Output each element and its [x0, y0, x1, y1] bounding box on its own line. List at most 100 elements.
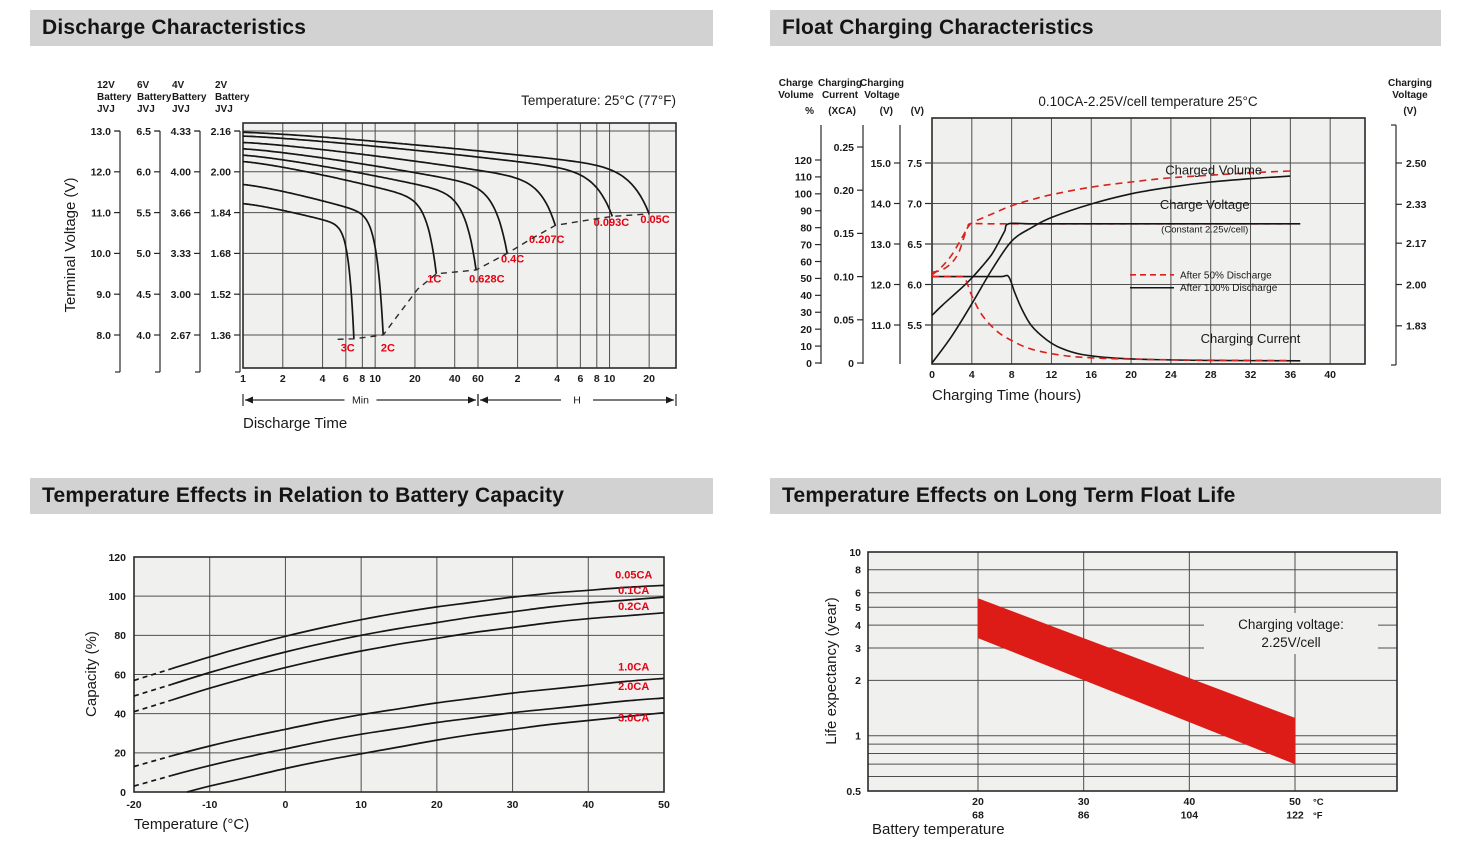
y-tick-label: 0.25: [834, 142, 855, 154]
y-tick-label: 4.5: [136, 289, 151, 301]
axis-title: Voltage: [1392, 90, 1428, 101]
section-title-text: Discharge Characteristics: [42, 16, 307, 39]
curve-charged-volume-50: [931, 170, 1291, 276]
section-title-float-life: Temperature Effects on Long Term Float L…: [770, 478, 1441, 514]
y-tick-label: 4.0: [136, 330, 151, 342]
left-scale-0: 0 10 20 30 40 50 60 70 80 90 100 110 120: [794, 125, 822, 370]
chart-note: 0.10CA-2.25V/cell temperature 25°C: [1038, 94, 1258, 109]
curve-label-0.4C: 0.4C: [501, 253, 524, 265]
y-tick-label: 6: [855, 588, 861, 600]
y-tick-label: 80: [800, 222, 812, 234]
x-tick-c: 50: [1289, 796, 1301, 808]
x-tick-label: 1: [240, 373, 246, 385]
y-tick-label: 20: [114, 748, 126, 760]
x-tick-label: 2: [280, 373, 286, 385]
y-tick-label: 3.00: [171, 289, 192, 301]
plot-border: [133, 556, 665, 793]
y-tick-label: 2: [855, 675, 861, 687]
panel-float-life: Temperature Effects on Long Term Float L…: [770, 478, 1470, 856]
y-tick-label: 7.0: [907, 198, 922, 210]
y-tick-label: 13.0: [871, 239, 892, 251]
axis-unit: (XCA): [828, 106, 856, 117]
axis-title: Battery: [137, 92, 172, 103]
float-charging-chart-canvas: 0.10CA-2.25V/cell temperature 25°C Charge…: [778, 78, 1432, 404]
axis-title: JVJ: [137, 104, 155, 115]
x-axis-title: Charging Time (hours): [932, 387, 1081, 404]
y-tick-label: 7.5: [907, 158, 922, 170]
y-tick-label: 70: [800, 239, 812, 251]
x-tick-label: 8: [594, 373, 600, 385]
axis-title: Battery: [97, 92, 132, 103]
curve-label-0.207C: 0.207C: [529, 234, 565, 246]
x-axis-title: Temperature (°C): [134, 816, 249, 833]
curve-dashed-0.2CA: [133, 699, 173, 713]
plot-area: [243, 123, 676, 368]
x-tick-label: 8: [359, 373, 365, 385]
y-tick-label: 2.50: [1406, 158, 1427, 170]
axis-unit: (V): [1403, 106, 1416, 117]
curve-dashed-0.05CA: [133, 667, 173, 682]
y-tick-label: 1.52: [211, 289, 232, 301]
curve-charge-voltage-100: [931, 222, 1301, 316]
axis-unit: (V): [880, 106, 893, 117]
discharge-curve-0.05C: [242, 131, 650, 215]
curve-dashed-2.0CA: [133, 774, 173, 787]
x-tick-label: 10: [604, 373, 616, 385]
y-tick-label: 0: [120, 787, 126, 799]
discharge-curve-0.628C: [242, 154, 477, 271]
curve-dashed-1.0CA: [133, 754, 173, 768]
x-tick-label: -10: [202, 799, 217, 811]
y-tick-label: 12.0: [91, 167, 112, 179]
series-label: Charged Volume: [1165, 162, 1262, 177]
range-unit-label: H: [573, 395, 581, 407]
x-tick-label: 16: [1085, 369, 1097, 381]
y-tick-label: 0: [848, 358, 854, 370]
x-tick-label: 8: [1009, 369, 1015, 381]
series-label: Charging Current: [1201, 331, 1301, 346]
x-axis-title: Battery temperature: [872, 821, 1005, 838]
axis-title: Charging: [1388, 78, 1432, 89]
y-tick-label: 11.0: [871, 320, 891, 332]
x-tick-label: 40: [449, 373, 461, 385]
curve-charged-volume-100: [931, 175, 1291, 364]
x-tick-label: -20: [126, 799, 141, 811]
discharge-curve-3C: [243, 202, 355, 339]
panel-float-charging: Float Charging Characteristics 0.10CA-2.…: [770, 10, 1470, 446]
x-tick-label: 32: [1245, 369, 1257, 381]
y-tick-label: 6.0: [136, 167, 151, 179]
y-tick-label: 12.0: [871, 279, 892, 291]
x-tick-label: 10: [355, 799, 367, 811]
x-tick-f: 86: [1078, 810, 1090, 822]
axis-title: Charge: [779, 78, 814, 89]
plot-border: [867, 551, 1398, 792]
x-unit-celsius: °C: [1313, 797, 1324, 808]
y-tick-label: 10: [849, 547, 861, 559]
x-tick-label: 60: [472, 373, 484, 385]
discharge-curve-0.4C: [243, 148, 509, 254]
x-tick-label: 30: [507, 799, 519, 811]
plot-border: [242, 122, 677, 369]
float-life-band: [978, 598, 1295, 765]
y-tick-label: 100: [108, 591, 126, 603]
x-tick-label: 6: [343, 373, 349, 385]
axis-title: JVJ: [172, 104, 190, 115]
y-tick-label: 10.0: [91, 248, 112, 260]
plot-border: [931, 117, 1366, 365]
x-tick-label: 4: [554, 373, 560, 385]
temperature-note: Temperature: 25°C (77°F): [521, 93, 676, 108]
y-tick-label: 4.33: [171, 126, 192, 138]
plot-area: [932, 118, 1365, 364]
x-tick-label: 20: [1125, 369, 1137, 381]
annotation-text: Charging voltage:: [1238, 617, 1344, 632]
y-tick-label: 90: [800, 206, 812, 218]
y-tick-label: 1.36: [211, 330, 232, 342]
y-scale-12V: 13.0 12.0 11.0 10.0 9.0 8.0: [91, 126, 121, 373]
axis-title: JVJ: [97, 104, 115, 115]
y-tick-label: 8: [855, 565, 861, 577]
x-tick-label: 12: [1046, 369, 1058, 381]
y-tick-label: 1.84: [211, 207, 232, 219]
series-label: Charge Voltage: [1160, 197, 1250, 212]
y-tick-label: 1.83: [1406, 321, 1427, 333]
y-tick-label: 5.5: [907, 320, 922, 332]
